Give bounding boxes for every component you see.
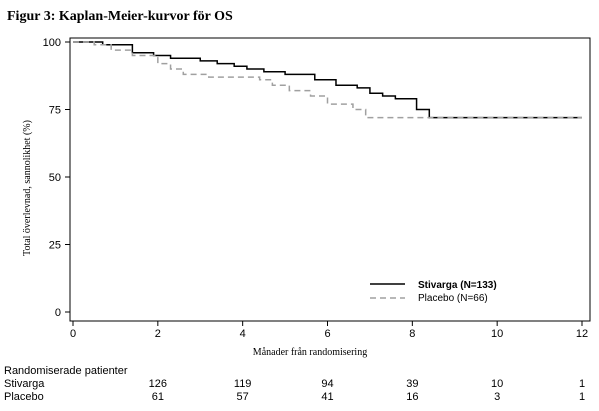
risk-table-cells: 126 119 94 39 10 1 61 57 41 16 3 1 [149, 378, 585, 403]
risk-cell: 10 [491, 378, 503, 390]
risk-row-label-stivarga: Stivarga [4, 378, 45, 390]
km-curve-stivarga [73, 41, 582, 119]
risk-cell: 1 [579, 378, 585, 390]
risk-cell: 119 [234, 378, 252, 390]
risk-row-label-placebo: Placebo [4, 391, 44, 403]
risk-cell: 16 [406, 391, 418, 403]
risk-cell: 39 [406, 378, 418, 390]
risk-table-header: Randomiserade patienter [4, 365, 128, 377]
y-tick-label: 100 [43, 37, 61, 49]
x-axis-title: Månader från randomisering [253, 347, 367, 358]
y-axis-title: Total överlevnad, sannolikhet (%) [22, 120, 33, 256]
risk-cell: 3 [494, 391, 500, 403]
y-tick-label: 75 [49, 105, 61, 117]
risk-table: Randomiserade patienter Stivarga Placebo… [4, 365, 585, 403]
km-curve-placebo [73, 41, 582, 119]
risk-cell: 1 [579, 391, 585, 403]
y-tick-label: 50 [49, 172, 61, 184]
y-tick-label: 25 [49, 240, 61, 252]
x-tick-label: 4 [240, 328, 246, 340]
x-tick-label: 0 [70, 328, 76, 340]
legend-label-placebo: Placebo (N=66) [418, 293, 488, 304]
risk-cell: 57 [237, 391, 249, 403]
x-tick-label: 12 [576, 328, 588, 340]
risk-cell: 94 [321, 378, 333, 390]
x-tick-label: 10 [491, 328, 503, 340]
legend: Stivarga (N=133) Placebo (N=66) [370, 280, 497, 304]
y-axis-ticks: 0 25 50 75 100 [43, 37, 70, 319]
x-axis-ticks: 0 2 4 6 8 10 12 [70, 321, 588, 340]
risk-cell: 41 [321, 391, 333, 403]
legend-label-stivarga: Stivarga (N=133) [418, 280, 497, 291]
x-tick-label: 6 [324, 328, 330, 340]
plot-frame [69, 37, 591, 322]
x-tick-label: 8 [409, 328, 415, 340]
risk-cell: 126 [149, 378, 167, 390]
y-tick-label: 0 [55, 307, 61, 319]
figure-title: Figur 3: Kaplan-Meier-kurvor för OS [7, 9, 233, 24]
survival-curves [73, 41, 582, 119]
x-tick-label: 2 [155, 328, 161, 340]
risk-cell: 61 [152, 391, 164, 403]
